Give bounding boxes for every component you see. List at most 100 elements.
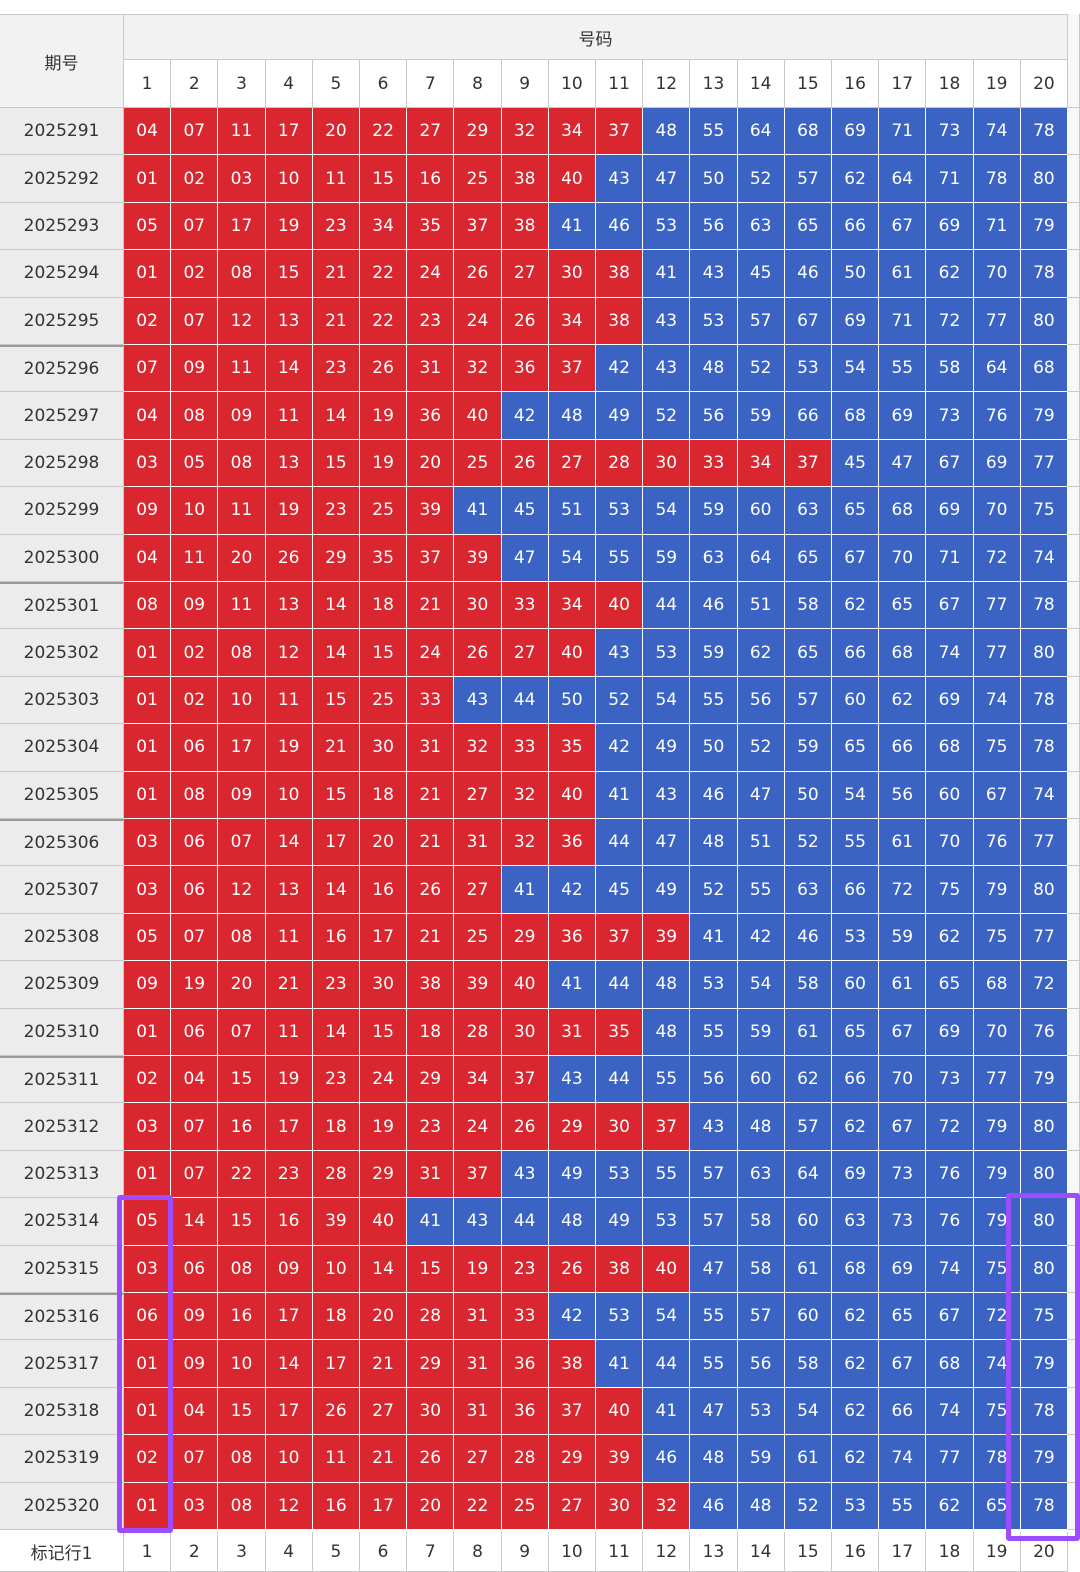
number-cell: 76 [973,819,1021,867]
number-cell: 67 [926,439,974,488]
number-cell: 22 [360,297,408,345]
number-cell: 02 [171,155,219,203]
number-cell: 74 [1020,534,1068,582]
footer-cell: 8 [454,1532,502,1572]
number-cell: 08 [218,1435,266,1483]
period-cell: 2025301 [0,582,124,630]
number-cell: 77 [973,297,1021,345]
number-cell: 60 [926,771,974,819]
number-cell: 54 [832,771,880,819]
number-cell: 72 [973,1293,1021,1341]
number-cell: 32 [501,771,549,819]
number-cell: 13 [265,582,313,630]
number-cell: 16 [218,1103,266,1151]
number-cell: 18 [360,582,408,630]
period-cell: 2025310 [0,1008,124,1056]
number-cell: 64 [737,108,785,156]
edge [1068,1008,1080,1056]
number-cell: 62 [832,155,880,203]
edge [1068,534,1080,582]
number-cell: 47 [643,155,691,203]
number-cell: 47 [643,819,691,867]
footer-cell: 18 [926,1532,974,1572]
number-cell: 58 [737,1198,785,1246]
number-cell: 46 [690,771,738,819]
number-cell: 49 [643,724,691,772]
number-cell: 38 [596,250,644,298]
number-cell: 10 [218,676,266,725]
footer-cell: 16 [832,1532,880,1572]
number-cell: 28 [501,1435,549,1483]
number-cell: 08 [124,582,172,630]
number-cell: 15 [360,155,408,203]
number-cell: 50 [690,155,738,203]
number-cell: 14 [312,629,360,677]
number-cell: 45 [737,250,785,298]
number-cell: 41 [548,202,596,251]
number-cell: 51 [548,487,596,535]
number-cell: 78 [1020,724,1068,772]
number-cell: 60 [784,1293,832,1341]
number-cell: 12 [265,1482,313,1530]
number-cell: 10 [265,1435,313,1483]
number-cell: 55 [690,1008,738,1056]
number-cell: 39 [407,487,455,535]
number-cell: 47 [690,1245,738,1293]
number-cell: 74 [926,1245,974,1293]
column-header: 7 [407,60,455,108]
number-cell: 67 [879,1103,927,1151]
number-cell: 80 [1020,629,1068,677]
edge [1068,629,1080,677]
number-cell: 20 [360,819,408,867]
number-cell: 01 [124,1387,172,1436]
number-cell: 15 [360,1008,408,1056]
number-cell: 26 [454,629,502,677]
number-cell: 04 [124,108,172,156]
edge [1068,14,1080,108]
edge [1068,676,1080,725]
number-cell: 67 [879,1340,927,1388]
number-cell: 57 [690,1198,738,1246]
number-cell: 44 [501,676,549,725]
number-cell: 78 [1020,1387,1068,1436]
number-cell: 78 [1020,676,1068,725]
column-header: 9 [501,60,549,108]
number-cell: 14 [312,1008,360,1056]
number-cell: 06 [124,1293,172,1341]
number-cell: 41 [596,1340,644,1388]
number-cell: 29 [548,1435,596,1483]
number-cell: 26 [548,1245,596,1293]
number-cell: 46 [784,913,832,962]
number-cell: 38 [407,961,455,1009]
number-cell: 48 [548,1198,596,1246]
period-cell: 2025320 [0,1482,124,1530]
edge [1068,439,1080,488]
number-cell: 11 [265,392,313,440]
number-cell: 46 [784,250,832,298]
number-cell: 62 [926,913,974,962]
number-cell: 13 [265,866,313,914]
column-header: 13 [690,60,738,108]
period-cell: 2025315 [0,1245,124,1293]
number-cell: 30 [596,1103,644,1151]
edge [1068,961,1080,1009]
number-cell: 76 [1020,1008,1068,1056]
number-cell: 48 [690,1435,738,1483]
number-cell: 26 [312,1387,360,1436]
number-cell: 11 [171,534,219,582]
number-cell: 24 [454,297,502,345]
number-cell: 09 [218,771,266,819]
number-cell: 23 [265,1150,313,1199]
number-cell: 15 [218,1387,266,1436]
number-cell: 36 [501,1340,549,1388]
number-cell: 15 [312,676,360,725]
number-cell: 26 [265,534,313,582]
number-cell: 16 [360,866,408,914]
number-cell: 03 [218,155,266,203]
number-cell: 21 [312,297,360,345]
number-cell: 17 [265,1103,313,1151]
number-cell: 70 [973,250,1021,298]
number-cell: 55 [690,1340,738,1388]
number-cell: 69 [926,676,974,725]
number-cell: 54 [737,961,785,1009]
